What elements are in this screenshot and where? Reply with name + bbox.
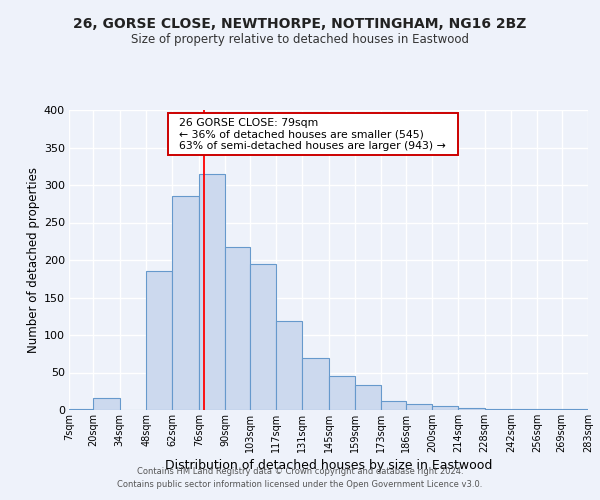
Y-axis label: Number of detached properties: Number of detached properties xyxy=(26,167,40,353)
Bar xyxy=(432,406,458,410)
Bar xyxy=(458,408,485,410)
Text: Contains HM Land Registry data © Crown copyright and database right 2024.: Contains HM Land Registry data © Crown c… xyxy=(137,467,463,476)
Bar xyxy=(406,404,432,410)
Bar xyxy=(355,385,381,410)
Bar xyxy=(329,376,355,410)
Bar xyxy=(276,321,302,410)
Bar xyxy=(381,401,406,410)
Text: Size of property relative to detached houses in Eastwood: Size of property relative to detached ho… xyxy=(131,32,469,46)
Bar xyxy=(511,408,537,410)
Bar xyxy=(172,196,199,410)
Bar xyxy=(146,271,172,410)
Text: 26 GORSE CLOSE: 79sqm
  ← 36% of detached houses are smaller (545)
  63% of semi: 26 GORSE CLOSE: 79sqm ← 36% of detached … xyxy=(172,118,453,150)
Bar xyxy=(302,358,329,410)
Bar xyxy=(250,264,276,410)
Bar xyxy=(94,398,120,410)
Bar xyxy=(562,409,588,410)
Bar xyxy=(199,174,225,410)
Bar xyxy=(485,408,511,410)
X-axis label: Distribution of detached houses by size in Eastwood: Distribution of detached houses by size … xyxy=(165,459,492,472)
Bar xyxy=(537,409,562,410)
Text: Contains public sector information licensed under the Open Government Licence v3: Contains public sector information licen… xyxy=(118,480,482,489)
Bar xyxy=(225,246,250,410)
Bar xyxy=(69,408,94,410)
Text: 26, GORSE CLOSE, NEWTHORPE, NOTTINGHAM, NG16 2BZ: 26, GORSE CLOSE, NEWTHORPE, NOTTINGHAM, … xyxy=(73,18,527,32)
